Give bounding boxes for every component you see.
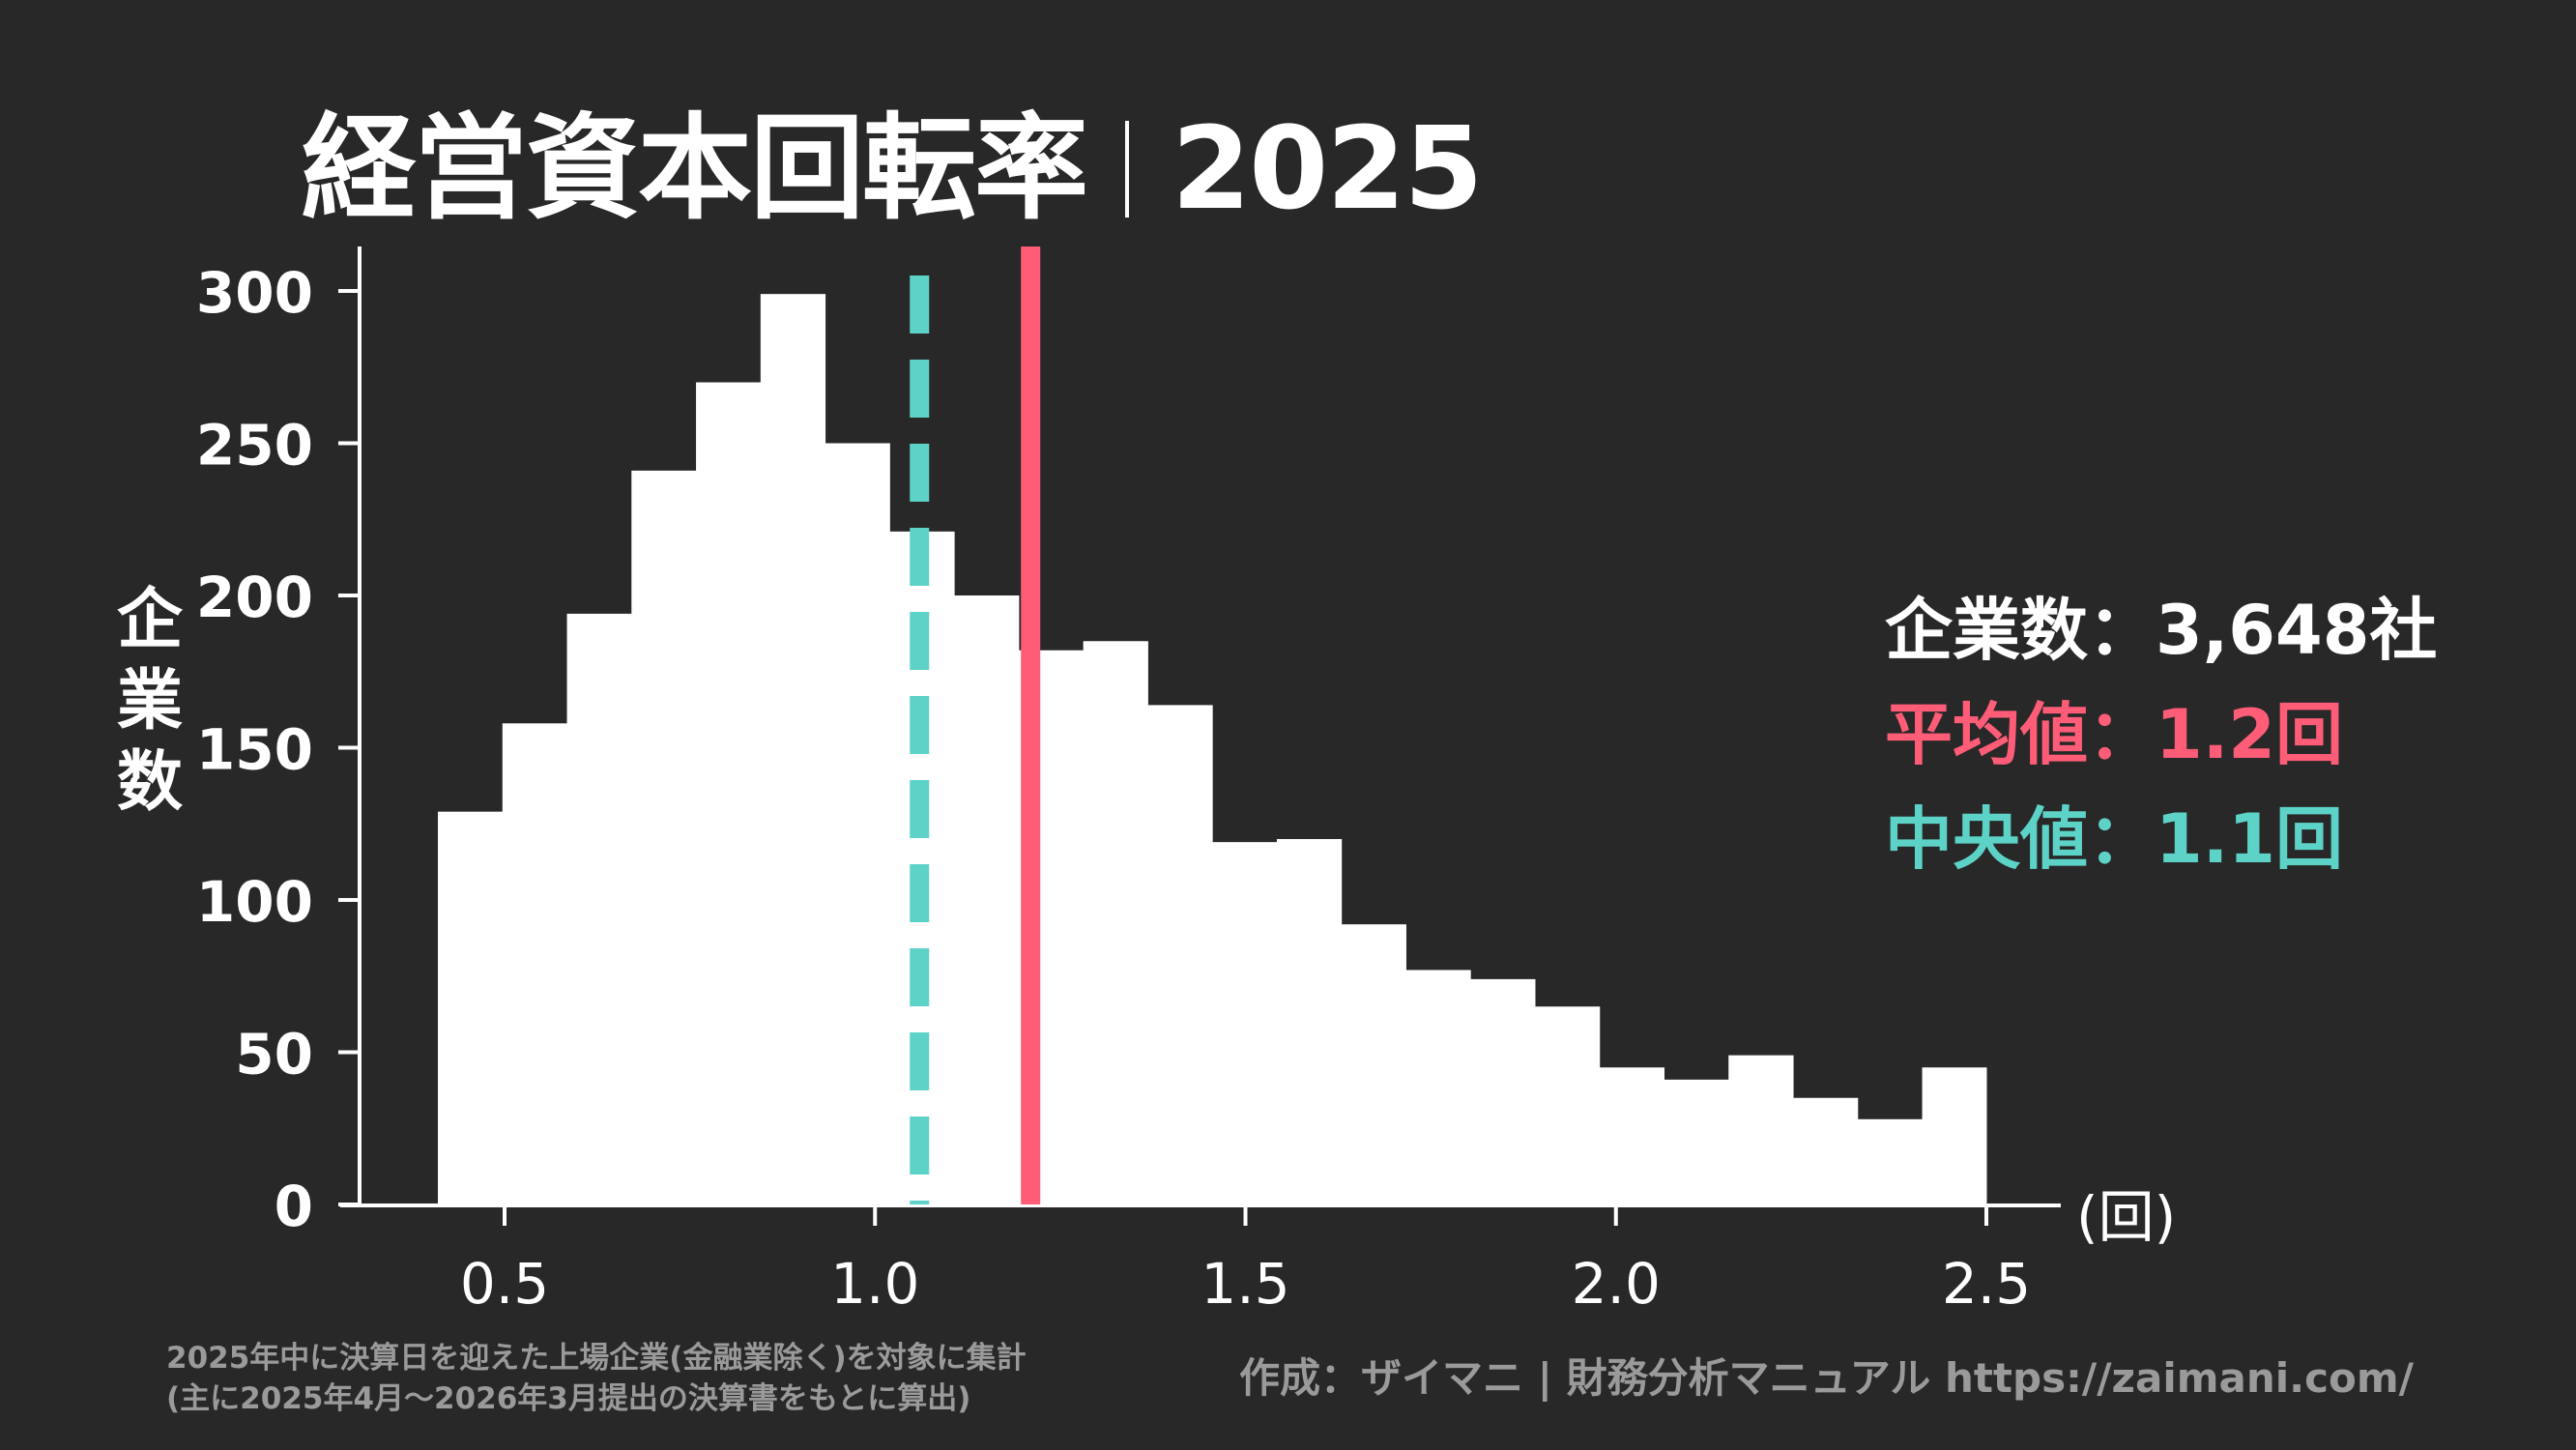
title-main: 経営資本回転率 [302,102,1088,235]
y-axis-label-char: 業 [116,663,183,740]
histogram-bar [502,723,568,1204]
mean-label: 平均値：1.2回 [1885,695,2344,774]
footnote-line-1: 2025年中に決算日を迎えた上場企業(金融業除く)を対象に集計 [166,1341,1027,1376]
histogram-bar [1857,1118,1924,1204]
x-tick-label: 2.5 [1942,1251,2031,1317]
histogram-bar [954,595,1020,1204]
histogram-bar [1470,978,1536,1204]
histogram-bar [1083,641,1148,1204]
histogram-bar [1664,1079,1729,1204]
credit-text: 作成：ザイマニ | 財務分析マニュアル https://zaimani.com/ [1239,1354,2414,1402]
histogram-bar [1922,1067,1987,1204]
company-count-label: 企業数：3,648社 [1885,591,2438,670]
y-axis-label-char: 企 [116,582,183,658]
histogram-bar [696,382,762,1204]
y-axis-label: 企業数 [106,580,193,824]
footnote-line-2: (主に2025年4月〜2026年3月提出の決算書をもとに算出) [166,1381,971,1416]
histogram-bar [1212,842,1278,1204]
x-tick-label: 0.5 [460,1251,549,1317]
title-separator [1125,121,1130,218]
histogram-bar [1147,705,1213,1204]
x-tick-label: 1.5 [1201,1251,1289,1317]
y-tick-label: 300 [196,260,313,326]
histogram-bar [566,613,632,1204]
y-tick-label: 200 [196,565,313,630]
histogram-bar [825,443,890,1204]
histogram-bar [760,294,826,1204]
y-tick-label: 50 [235,1022,313,1088]
median-label: 中央値：1.1回 [1885,799,2344,879]
histogram-bar [1405,970,1471,1204]
x-axis-unit-label: (回) [2076,1184,2177,1250]
y-tick-label: 250 [196,413,313,478]
x-tick-label: 2.0 [1572,1251,1661,1317]
histogram-bar [438,811,504,1204]
histogram-bar [1341,924,1406,1204]
histogram-bar [631,470,697,1205]
histogram-bar [1793,1097,1859,1204]
histogram-bar [1276,839,1343,1204]
y-tick-label: 100 [196,869,313,935]
x-tick-label: 1.0 [830,1251,919,1317]
histogram-bar [1534,1006,1601,1204]
histogram-bar [1728,1055,1794,1204]
chart-title: 経営資本回転率 2025 [302,75,1483,241]
y-tick-label: 150 [196,717,313,783]
stats-panel: 企業数：3,648社 平均値：1.2回 中央値：1.1回 [1885,578,2437,891]
footnote: 2025年中に決算日を迎えた上場企業(金融業除く)を対象に集計 (主に2025年… [166,1338,1027,1419]
y-tick-label: 0 [275,1174,313,1239]
histogram-bar [1599,1067,1664,1204]
y-axis-label-char: 数 [116,744,183,821]
title-year: 2025 [1172,102,1483,235]
